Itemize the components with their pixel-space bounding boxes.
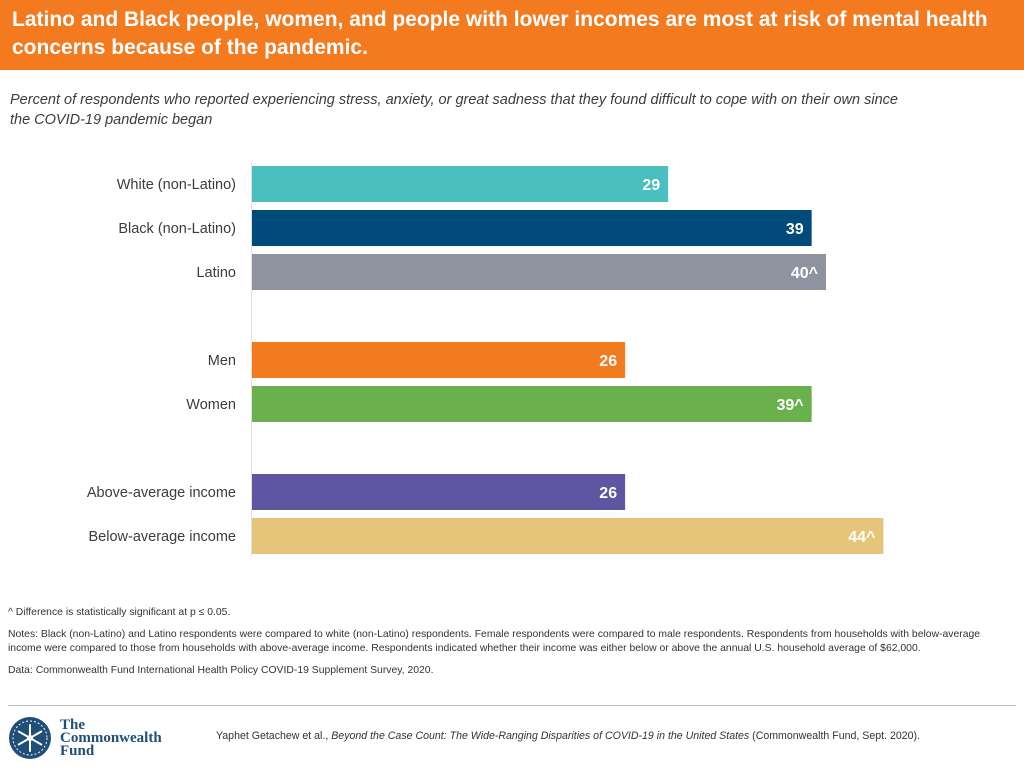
bar-value-label: 39: [786, 221, 804, 238]
category-label: Black (non-Latino): [118, 221, 236, 237]
logo-line-2: Commonwealth: [60, 729, 162, 746]
significance-note: ^ Difference is statistically significan…: [8, 607, 231, 618]
bar: [252, 166, 669, 202]
commonwealth-fund-logo: The Commonwealth Fund: [8, 715, 162, 761]
footnotes: ^ Difference is statistically significan…: [8, 606, 1013, 686]
bar-value-label: 39^: [777, 397, 804, 414]
citation-authors: Yaphet Getachew et al.,: [216, 730, 332, 742]
citation-publisher: (Commonwealth Fund, Sept. 2020).: [749, 730, 920, 742]
logo-line-1: The: [60, 716, 86, 733]
logo-wordmark: The Commonwealth Fund: [60, 716, 162, 759]
category-label: Below-average income: [89, 529, 237, 545]
category-label: White (non-Latino): [117, 177, 236, 193]
bar-chart: White (non-Latino) 29 Black (non-Latino) 39…: [87, 162, 884, 556]
bar: [252, 210, 812, 246]
bar-value-label: 26: [599, 353, 617, 370]
snowflake-seal-icon: [9, 717, 51, 759]
bar: [252, 518, 884, 554]
bar: [252, 254, 826, 290]
chart-subtitle: Percent of respondents who reported expe…: [10, 92, 898, 128]
methods-note: Notes: Black (non-Latino) and Latino res…: [8, 629, 981, 654]
category-label: Men: [208, 353, 236, 369]
bar: [252, 342, 626, 378]
footer-divider: [8, 705, 1016, 706]
category-label: Women: [186, 397, 236, 413]
logo-line-3: Fund: [60, 742, 95, 759]
category-label: Latino: [196, 265, 236, 281]
bar-value-label: 29: [642, 177, 660, 194]
citation: Yaphet Getachew et al., Beyond the Case …: [216, 730, 1006, 742]
page-title: Latino and Black people, women, and peop…: [12, 8, 988, 59]
bar-value-label: 44^: [848, 529, 875, 546]
bar-value-label: 40^: [791, 265, 818, 282]
header-banner: Latino and Black people, women, and peop…: [0, 0, 1024, 70]
citation-title: Beyond the Case Count: The Wide-Ranging …: [331, 730, 750, 742]
data-source-note: Data: Commonwealth Fund International He…: [8, 665, 434, 676]
category-label: Above-average income: [87, 485, 236, 501]
bar-value-label: 26: [599, 485, 617, 502]
bar: [252, 474, 626, 510]
bar: [252, 386, 812, 422]
